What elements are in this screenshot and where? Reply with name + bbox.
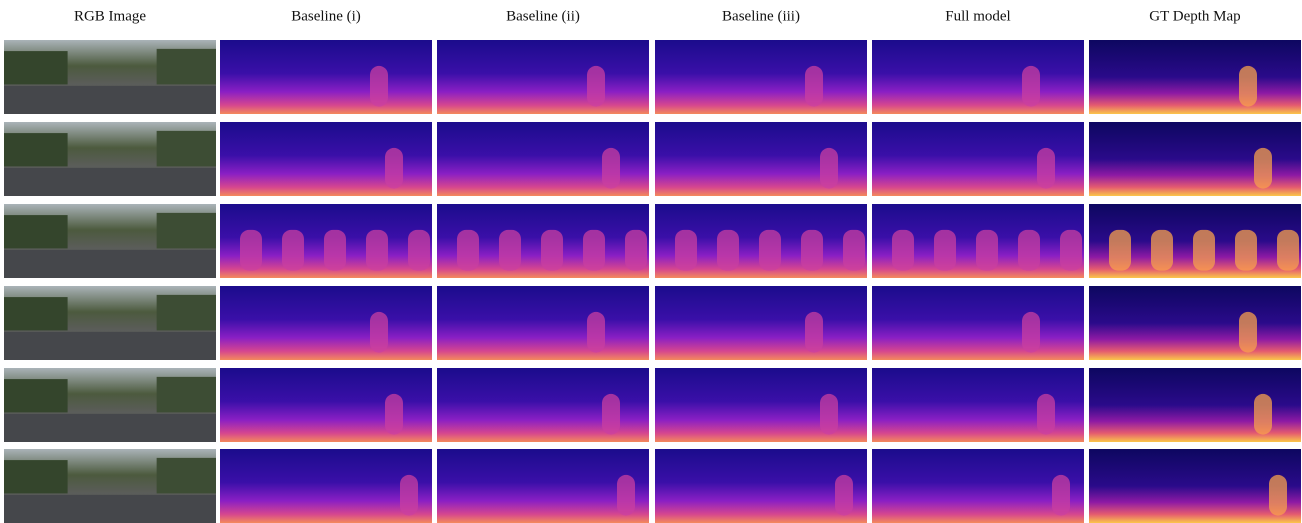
road <box>4 495 216 523</box>
depth-map <box>437 40 649 114</box>
depth-blob <box>1109 230 1131 271</box>
depth-blob <box>282 230 304 271</box>
road <box>4 332 216 360</box>
trees <box>4 460 68 493</box>
road <box>4 250 216 278</box>
depth-blob <box>583 230 605 271</box>
depth-blob <box>1022 66 1040 107</box>
depth-blob <box>1269 475 1287 516</box>
depth-map <box>1089 286 1301 360</box>
depth-blob <box>1239 312 1257 353</box>
depth-blob <box>801 230 823 271</box>
depth-blob <box>366 230 388 271</box>
road <box>4 414 216 442</box>
depth-map <box>872 286 1084 360</box>
depth-blob <box>805 66 823 107</box>
depth-blob <box>820 148 838 189</box>
depth-blob <box>370 66 388 107</box>
trees <box>157 295 216 331</box>
depth-blob <box>1235 230 1257 271</box>
depth-blob <box>1037 394 1055 435</box>
depth-blob <box>602 394 620 435</box>
road <box>4 86 216 114</box>
trees <box>4 215 68 248</box>
trees <box>157 49 216 85</box>
trees <box>4 297 68 330</box>
depth-blob <box>1254 394 1272 435</box>
trees <box>157 213 216 249</box>
depth-blob <box>1151 230 1173 271</box>
depth-blob <box>675 230 697 271</box>
column-header: GT Depth Map <box>1149 8 1240 24</box>
trees <box>157 458 216 494</box>
depth-blob <box>934 230 956 271</box>
depth-blob <box>759 230 781 271</box>
depth-blob <box>843 230 865 271</box>
depth-blob <box>370 312 388 353</box>
depth-map <box>220 40 432 114</box>
image-grid <box>4 40 1301 523</box>
depth-blob <box>602 148 620 189</box>
depth-blob <box>820 394 838 435</box>
depth-blob <box>385 148 403 189</box>
depth-map <box>655 286 867 360</box>
depth-blob <box>408 230 430 271</box>
trees <box>157 131 216 167</box>
depth-blob <box>385 394 403 435</box>
depth-map <box>655 40 867 114</box>
depth-map <box>220 286 432 360</box>
column-header: RGB Image <box>74 8 146 24</box>
column-header: Baseline (i) <box>291 8 361 24</box>
trees <box>4 51 68 84</box>
depth-blob <box>324 230 346 271</box>
depth-blob <box>625 230 647 271</box>
depth-blob <box>541 230 563 271</box>
road <box>4 168 216 196</box>
depth-blob <box>1060 230 1082 271</box>
depth-blob <box>240 230 262 271</box>
depth-blob <box>1277 230 1299 271</box>
depth-blob <box>1037 148 1055 189</box>
depth-blob <box>400 475 418 516</box>
depth-blob <box>835 475 853 516</box>
depth-blob <box>1052 475 1070 516</box>
depth-blob <box>976 230 998 271</box>
depth-map <box>872 40 1084 114</box>
depth-blob <box>1193 230 1215 271</box>
column-header: Baseline (ii) <box>506 8 580 24</box>
depth-blob <box>457 230 479 271</box>
depth-blob <box>717 230 739 271</box>
trees <box>4 133 68 166</box>
depth-blob <box>587 312 605 353</box>
depth-blob <box>1018 230 1040 271</box>
depth-blob <box>1254 148 1272 189</box>
trees <box>157 377 216 413</box>
depth-blob <box>1239 66 1257 107</box>
depth-blob <box>617 475 635 516</box>
column-header: Full model <box>945 8 1010 24</box>
depth-blob <box>587 66 605 107</box>
trees <box>4 379 68 412</box>
depth-blob <box>1022 312 1040 353</box>
depth-map <box>1089 40 1301 114</box>
column-header: Baseline (iii) <box>722 8 800 24</box>
column-headers: RGB Image Baseline (i) Baseline (ii) Baseli… <box>74 8 1241 24</box>
depth-map <box>437 286 649 360</box>
depth-blob <box>499 230 521 271</box>
depth-blob <box>805 312 823 353</box>
depth-blob <box>892 230 914 271</box>
figure: RGB Image Baseline (i) Baseline (ii) Baseli… <box>0 0 1302 523</box>
